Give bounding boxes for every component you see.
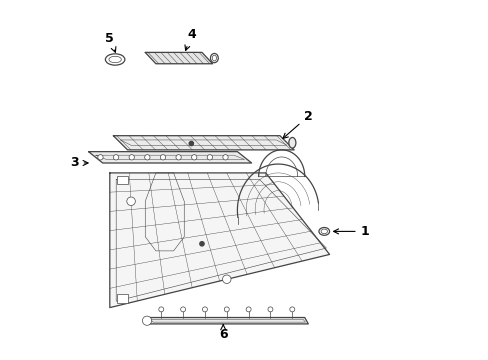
Bar [117, 176, 127, 184]
Circle shape [180, 307, 185, 312]
Circle shape [289, 307, 294, 312]
Text: 3: 3 [70, 157, 88, 170]
Circle shape [98, 155, 103, 160]
Circle shape [223, 155, 228, 160]
Polygon shape [145, 53, 212, 64]
Text: 2: 2 [283, 110, 312, 138]
Ellipse shape [210, 54, 218, 63]
Circle shape [126, 197, 135, 206]
Circle shape [176, 155, 181, 160]
Text: 6: 6 [219, 324, 227, 341]
Circle shape [207, 155, 212, 160]
Polygon shape [88, 152, 251, 163]
Circle shape [189, 141, 193, 145]
Circle shape [142, 316, 151, 325]
Text: 5: 5 [105, 32, 116, 52]
Circle shape [113, 155, 119, 160]
Ellipse shape [105, 54, 124, 65]
Circle shape [129, 155, 134, 160]
Text: 4: 4 [184, 28, 195, 50]
Circle shape [222, 275, 230, 283]
Circle shape [160, 155, 165, 160]
Circle shape [245, 307, 250, 312]
Text: 1: 1 [333, 225, 368, 238]
Bar [117, 294, 127, 303]
Circle shape [224, 307, 229, 312]
Circle shape [191, 155, 197, 160]
Circle shape [159, 307, 163, 312]
Polygon shape [145, 318, 307, 324]
Circle shape [202, 307, 207, 312]
Circle shape [200, 242, 203, 246]
Ellipse shape [288, 138, 295, 148]
Ellipse shape [318, 228, 329, 235]
Circle shape [144, 155, 150, 160]
Polygon shape [110, 173, 329, 307]
Circle shape [267, 307, 272, 312]
Polygon shape [113, 136, 293, 150]
